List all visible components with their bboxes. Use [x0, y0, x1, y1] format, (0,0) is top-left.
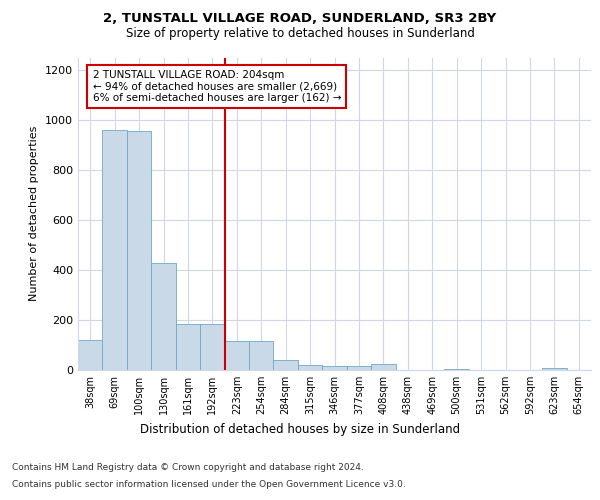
Bar — [224, 341, 249, 370]
Y-axis label: Number of detached properties: Number of detached properties — [29, 126, 40, 302]
Text: 2 TUNSTALL VILLAGE ROAD: 204sqm
← 94% of detached houses are smaller (2,669)
6% : 2 TUNSTALL VILLAGE ROAD: 204sqm ← 94% of… — [92, 70, 341, 103]
Text: 2, TUNSTALL VILLAGE ROAD, SUNDERLAND, SR3 2BY: 2, TUNSTALL VILLAGE ROAD, SUNDERLAND, SR… — [103, 12, 497, 26]
Bar — [78, 340, 103, 370]
Bar — [103, 130, 127, 370]
Bar — [127, 131, 151, 370]
Text: Distribution of detached houses by size in Sunderland: Distribution of detached houses by size … — [140, 422, 460, 436]
Bar — [200, 324, 224, 370]
Text: Contains public sector information licensed under the Open Government Licence v3: Contains public sector information licen… — [12, 480, 406, 489]
Text: Size of property relative to detached houses in Sunderland: Size of property relative to detached ho… — [125, 28, 475, 40]
Bar — [249, 341, 274, 370]
Bar — [322, 366, 347, 370]
Bar — [542, 368, 566, 370]
Bar — [151, 262, 176, 370]
Bar — [298, 365, 322, 370]
Bar — [445, 369, 469, 370]
Bar — [347, 366, 371, 370]
Bar — [371, 364, 395, 370]
Bar — [176, 324, 200, 370]
Text: Contains HM Land Registry data © Crown copyright and database right 2024.: Contains HM Land Registry data © Crown c… — [12, 462, 364, 471]
Bar — [274, 360, 298, 370]
